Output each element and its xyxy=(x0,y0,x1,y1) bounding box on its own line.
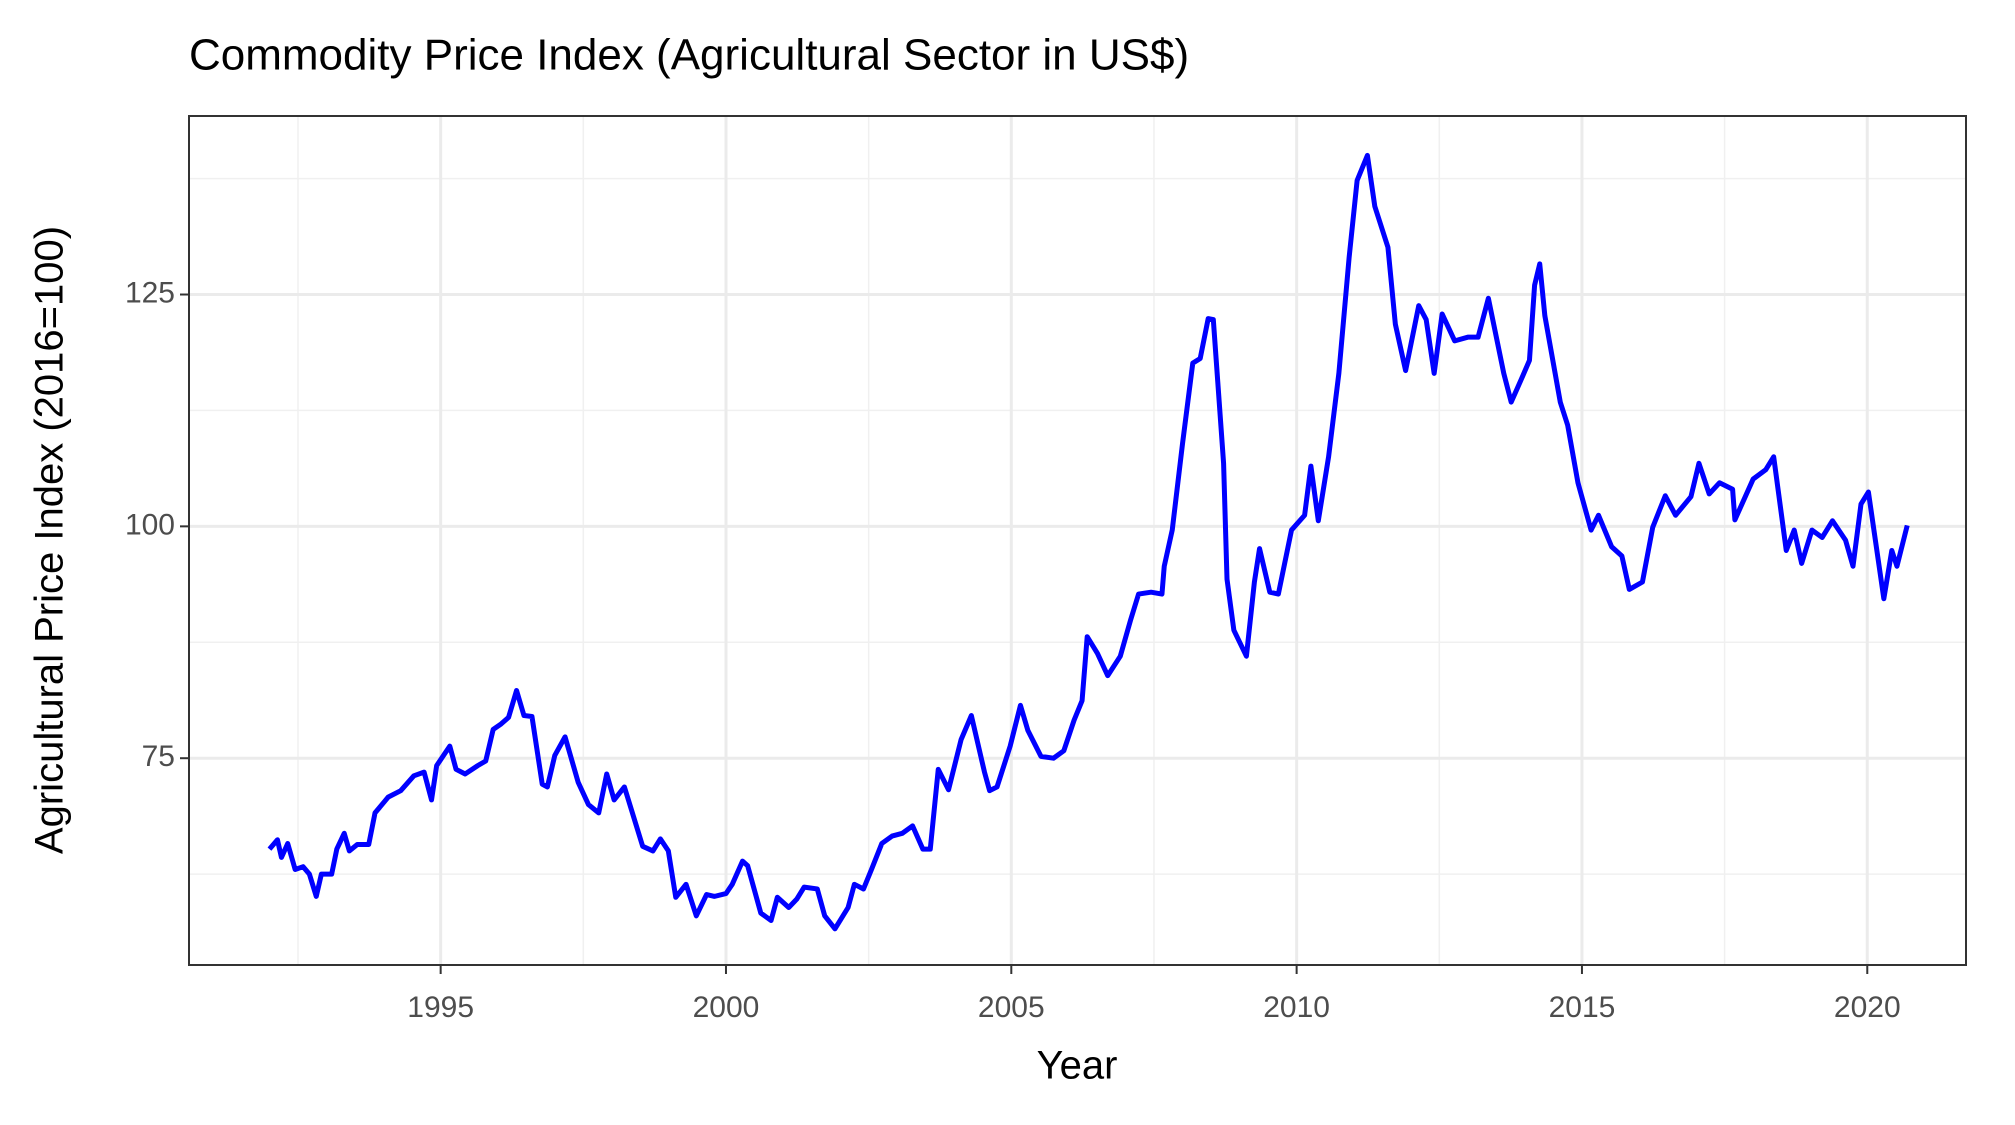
x-tick-label: 2010 xyxy=(1263,991,1330,1024)
x-tick-label: 1995 xyxy=(407,991,474,1024)
x-tick-label: 2015 xyxy=(1549,991,1616,1024)
panel-border xyxy=(188,115,1967,966)
y-tick-label: 75 xyxy=(142,740,175,773)
x-tick-label: 2005 xyxy=(978,991,1045,1024)
x-axis-title: Year xyxy=(1037,1044,1118,1088)
data-line xyxy=(267,152,1910,932)
x-tick-label: 2020 xyxy=(1834,991,1901,1024)
y-axis-title: Agricultural Price Index (2016=100) xyxy=(28,226,72,854)
x-tick-label: 2000 xyxy=(693,991,760,1024)
chart-title: Commodity Price Index (Agricultural Sect… xyxy=(189,31,1189,80)
y-tick-label: 125 xyxy=(125,276,175,309)
y-tick-label: 100 xyxy=(125,508,175,541)
